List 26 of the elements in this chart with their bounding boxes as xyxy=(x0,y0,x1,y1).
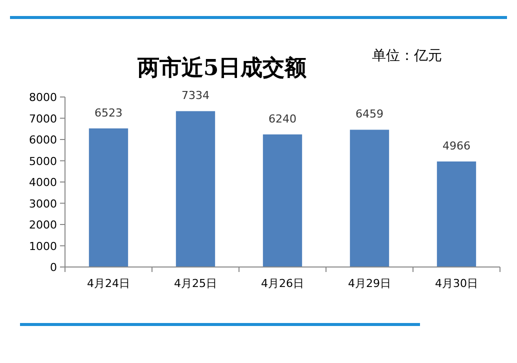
x-tick-label: 4月25日 xyxy=(174,277,217,290)
data-label: 7334 xyxy=(182,89,210,102)
bar xyxy=(350,130,390,267)
chart-title: 两市近5日成交额 xyxy=(136,55,308,81)
y-tick-label: 3000 xyxy=(29,197,57,210)
x-tick-label: 4月26日 xyxy=(261,277,304,290)
y-tick-label: 5000 xyxy=(29,154,57,168)
y-tick-label: 7000 xyxy=(29,112,57,126)
bar xyxy=(436,161,476,267)
y-tick-label: 6000 xyxy=(29,134,57,146)
y-tick-label: 4000 xyxy=(29,176,57,189)
x-tick-label: 4月30日 xyxy=(435,277,478,290)
data-label: 6523 xyxy=(94,106,122,120)
bar xyxy=(262,134,302,267)
data-label: 6459 xyxy=(356,108,384,121)
data-label: 6240 xyxy=(268,112,296,126)
text: 单位：亿元 xyxy=(372,48,442,64)
y-tick-label: 2000 xyxy=(29,218,57,232)
x-tick-label: 4月29日 xyxy=(348,277,391,290)
bar xyxy=(88,128,128,267)
bar xyxy=(176,111,216,267)
y-tick-label: 1000 xyxy=(29,240,57,253)
y-tick-label: 0 xyxy=(50,261,57,274)
data-label: 4966 xyxy=(442,139,470,152)
y-tick-label: 8000 xyxy=(29,91,57,104)
x-tick-label: 4月24日 xyxy=(87,277,130,290)
